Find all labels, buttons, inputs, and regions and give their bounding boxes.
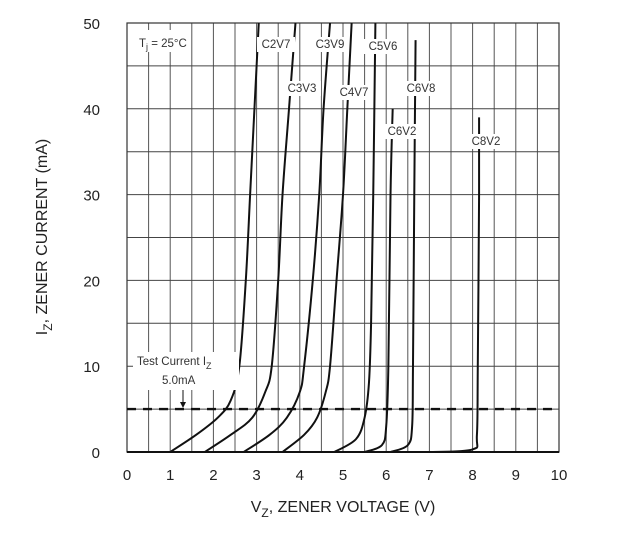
curve-label: C8V2 <box>472 136 501 148</box>
curve-label: C6V2 <box>388 126 417 138</box>
curve-c6v2 <box>364 108 394 453</box>
y-tick-label: 0 <box>92 445 100 462</box>
x-tick-label: 5 <box>339 467 347 484</box>
curve-c5v6 <box>333 22 377 453</box>
curve-label: C2V7 <box>262 39 291 51</box>
curve-c6v8 <box>390 40 417 453</box>
zener-curves <box>169 22 481 453</box>
curve-label: C3V9 <box>316 39 345 51</box>
x-tick-label: 3 <box>252 467 260 484</box>
x-tick-label: 0 <box>123 467 131 484</box>
curve-c8v2 <box>429 117 481 453</box>
curve-c3v3 <box>204 22 297 453</box>
curve-c3v9 <box>243 22 332 453</box>
curve-c2v7 <box>169 22 260 453</box>
y-tick-label: 20 <box>83 273 100 290</box>
curve-label: C5V6 <box>369 41 398 53</box>
svg-text:5.0mA: 5.0mA <box>162 375 196 387</box>
x-tick-label: 2 <box>209 467 217 484</box>
test-current-annotation: Test Current IZ 5.0mA <box>133 352 239 408</box>
curve-c4v7 <box>281 22 353 453</box>
x-axis-title: VZ, ZENER VOLTAGE (V) <box>251 499 436 520</box>
curve-labels: C2V7 C3V3 C3V9 C4V7 C5V6 C6V2 C6V8 C8V2 <box>257 37 505 149</box>
curve-label: C6V8 <box>407 83 436 95</box>
svg-text:Test Current IZ: Test Current IZ <box>137 356 212 371</box>
temperature-annotation: Tj = 25°C <box>136 30 188 52</box>
y-tick-label: 50 <box>83 16 100 33</box>
y-axis-title: IZ, ZENER CURRENT (mA) <box>34 139 55 335</box>
x-tick-label: 6 <box>382 467 390 484</box>
x-axis-ticks: 0 1 2 3 4 5 6 7 8 9 10 <box>123 467 568 484</box>
curve-label: C3V3 <box>288 83 317 95</box>
x-tick-label: 7 <box>425 467 433 484</box>
curve-label: C4V7 <box>340 87 369 99</box>
x-tick-label: 1 <box>166 467 174 484</box>
y-tick-label: 10 <box>83 359 100 376</box>
y-tick-label: 40 <box>83 102 100 119</box>
x-tick-label: 4 <box>296 467 304 484</box>
x-tick-label: 10 <box>551 467 568 484</box>
arrow-down-icon <box>180 402 186 408</box>
y-axis-ticks: 0 10 20 30 40 50 <box>83 16 100 462</box>
y-tick-label: 30 <box>83 188 100 205</box>
svg-text:Tj = 25°C: Tj = 25°C <box>139 38 187 52</box>
x-tick-label: 9 <box>512 467 520 484</box>
x-tick-label: 8 <box>468 467 476 484</box>
